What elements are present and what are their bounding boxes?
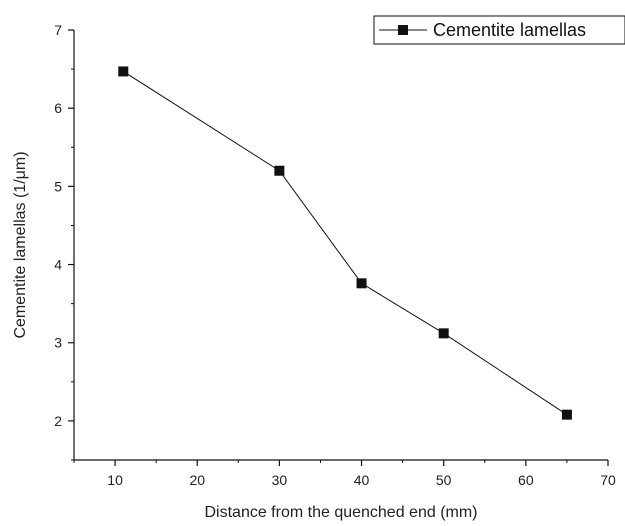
x-tick-label: 60	[518, 472, 534, 488]
series-line	[123, 70, 568, 416]
legend: Cementite lamellas	[373, 15, 625, 45]
x-tick-label: 70	[600, 472, 616, 488]
x-tick-label: 20	[189, 472, 205, 488]
x-tick-label: 10	[107, 472, 123, 488]
series-layer	[118, 66, 572, 420]
x-axis: 10 20 30 40 50 60 70	[73, 459, 616, 488]
y-axis-title: Cementite lamellas (1/μm)	[12, 151, 29, 338]
x-tick-label: 30	[272, 472, 288, 488]
data-point	[356, 278, 367, 289]
x-axis-title: Distance from the quenched end (mm)	[204, 504, 477, 521]
y-tick-label: 2	[54, 413, 62, 429]
y-tick-label: 3	[54, 335, 62, 351]
legend-marker-swatch	[398, 25, 408, 35]
data-point	[561, 409, 572, 420]
data-point	[118, 66, 129, 77]
y-axis: 2 3 4 5 6 7	[54, 22, 75, 461]
y-ticks: 2 3 4 5 6 7	[54, 22, 74, 461]
y-tick-label: 4	[54, 257, 62, 273]
y-tick-label: 6	[54, 100, 62, 116]
data-point	[274, 165, 285, 176]
x-tick-label: 50	[436, 472, 452, 488]
x-tick-label: 40	[354, 472, 370, 488]
legend-label: Cementite lamellas	[433, 20, 586, 40]
data-point	[438, 328, 449, 339]
y-tick-label: 7	[54, 22, 62, 38]
y-tick-label: 5	[54, 178, 62, 194]
x-ticks: 10 20 30 40 50 60 70	[73, 460, 616, 488]
